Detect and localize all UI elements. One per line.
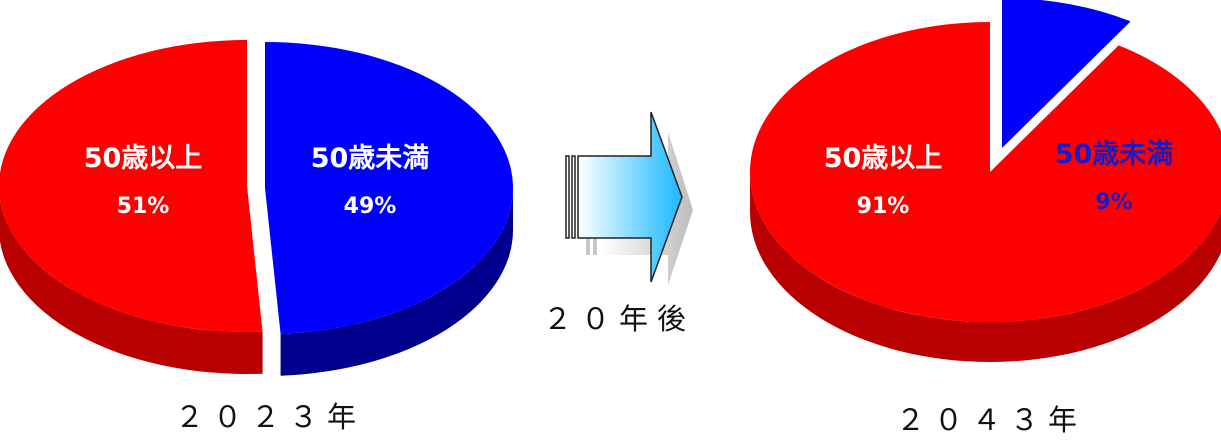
slice-value-label: 9% [1095, 190, 1132, 215]
pie-slice [265, 42, 513, 334]
right-arrow-icon [565, 111, 693, 285]
pie-slice [750, 22, 1221, 322]
year-caption-2023: ２０２３年 [175, 400, 366, 434]
pie-slice-side [750, 172, 1221, 362]
slice-label: 50歳未満 [1055, 139, 1174, 170]
year-caption-2043: ２０４３年 [896, 403, 1087, 437]
arrow-body [565, 111, 683, 283]
slice-value-label: 51% [117, 194, 170, 219]
pie-chart-2023: 50歳以上 51% 50歳未満 49% [0, 40, 513, 376]
pie-slice-side [0, 198, 263, 374]
pie-slice-side [280, 188, 513, 376]
slice-label: 50歳以上 [84, 143, 203, 174]
slice-label: 50歳以上 [824, 143, 943, 174]
pie-chart-2043: 50歳以上 91% 50歳未満 9% [750, 0, 1221, 362]
arrow-caption: ２０年後 [543, 302, 696, 336]
slice-value-label: 49% [344, 194, 397, 219]
slice-value-label: 91% [857, 194, 910, 219]
pie-slice [0, 40, 263, 332]
pie-slice [1002, 0, 1131, 148]
slice-label: 50歳未満 [311, 143, 430, 174]
